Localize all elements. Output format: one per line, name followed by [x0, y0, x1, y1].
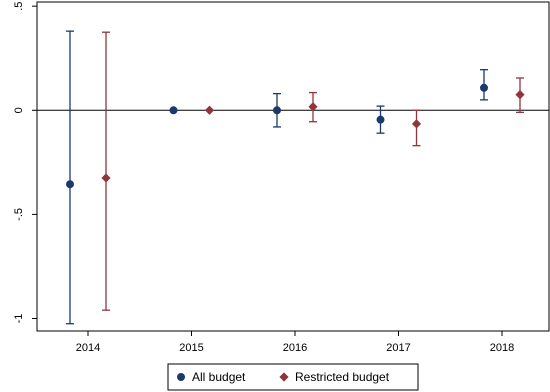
- axes: .5 0 -.5 -1 2014 2015 2016 2017 2018: [13, 2, 514, 354]
- point-diamond: [101, 173, 111, 183]
- x-tick-label: 2016: [283, 342, 307, 354]
- legend-marker-circle: [177, 373, 185, 381]
- point-diamond: [515, 90, 525, 100]
- x-tick-label: 2018: [490, 342, 514, 354]
- x-tick-label: 2017: [386, 342, 410, 354]
- legend-label: Restricted budget: [295, 370, 390, 384]
- x-tick-label: 2014: [76, 342, 100, 354]
- y-tick-label: -1: [13, 314, 25, 324]
- plot-area: [36, 1, 550, 332]
- point-diamond: [411, 119, 422, 129]
- legend-marker-diamond: [279, 372, 289, 382]
- plot-frame: [36, 1, 550, 332]
- point-circle: [273, 106, 281, 115]
- y-tick-label: .5: [13, 2, 25, 11]
- point-circle: [66, 180, 74, 189]
- legend-label: All budget: [192, 370, 246, 384]
- y-tick-label: -.5: [13, 208, 25, 221]
- legend: All budget Restricted budget: [167, 363, 419, 391]
- x-tick-label: 2015: [179, 342, 203, 354]
- point-circle: [480, 83, 488, 92]
- point-diamond: [308, 102, 318, 112]
- point-circle: [169, 106, 178, 115]
- point-diamond: [204, 105, 215, 115]
- y-tick-label: 0: [13, 107, 25, 113]
- legend-box: [167, 363, 419, 391]
- point-circle: [376, 115, 385, 124]
